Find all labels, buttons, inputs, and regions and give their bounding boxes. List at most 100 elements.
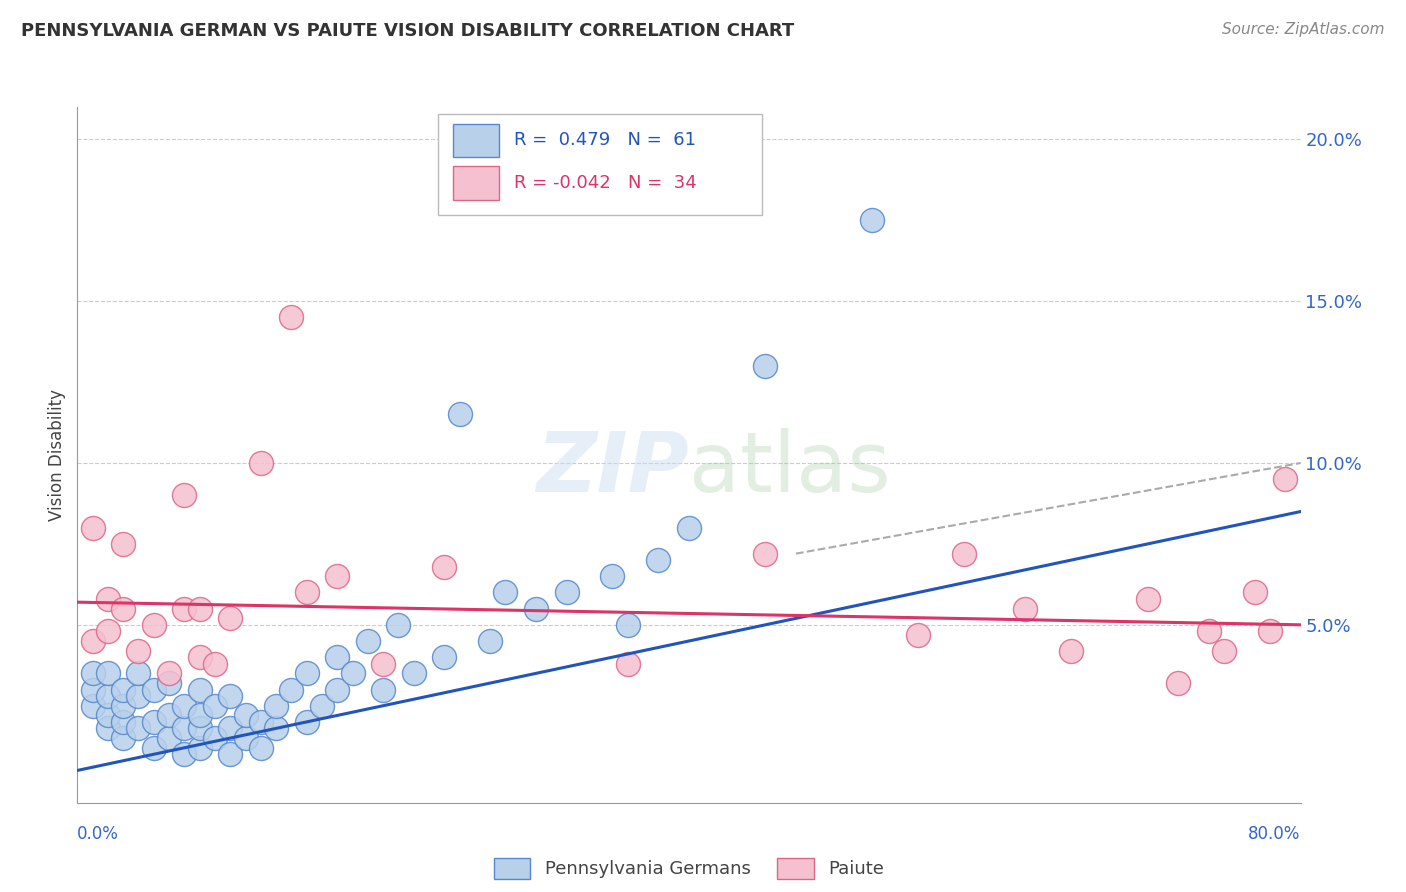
Point [371,682,394,697]
Point [1274,472,1296,486]
Point [173,747,195,762]
Point [1167,676,1189,690]
Text: Source: ZipAtlas.com: Source: ZipAtlas.com [1222,22,1385,37]
Point [204,698,226,713]
Point [97,689,120,703]
Point [142,740,165,755]
Point [524,601,547,615]
Point [311,698,333,713]
Point [112,601,135,615]
Point [264,722,287,736]
Point [264,698,287,713]
Point [326,569,349,583]
Point [82,698,104,713]
Point [127,689,149,703]
Point [82,634,104,648]
Point [97,722,120,736]
Point [326,650,349,665]
Point [1014,601,1036,615]
Point [112,714,135,729]
Text: R =  0.479   N =  61: R = 0.479 N = 61 [515,131,696,150]
Point [235,708,257,723]
Point [617,657,640,671]
Point [555,585,578,599]
Point [433,559,456,574]
Point [617,617,640,632]
Point [295,714,318,729]
Point [754,547,776,561]
Point [157,708,180,723]
Point [602,569,624,583]
Point [142,617,165,632]
Point [1198,624,1220,639]
Point [173,722,195,736]
Legend: Pennsylvania Germans, Paiute: Pennsylvania Germans, Paiute [485,849,893,888]
Point [97,666,120,681]
Point [188,682,211,697]
Point [479,634,502,648]
Point [402,666,425,681]
FancyBboxPatch shape [453,166,499,200]
Text: 0.0%: 0.0% [77,825,120,843]
Point [127,643,149,657]
Point [173,698,195,713]
Point [127,666,149,681]
Point [342,666,364,681]
FancyBboxPatch shape [453,124,499,157]
Text: atlas: atlas [689,428,890,509]
Point [219,722,242,736]
Point [157,731,180,745]
Point [495,585,517,599]
Point [112,698,135,713]
Point [188,740,211,755]
Point [433,650,456,665]
Point [250,456,273,470]
Point [1213,643,1236,657]
Point [219,689,242,703]
Point [82,521,104,535]
Point [112,537,135,551]
Point [326,682,349,697]
FancyBboxPatch shape [439,114,762,215]
Point [295,585,318,599]
Point [1243,585,1265,599]
Text: PENNSYLVANIA GERMAN VS PAIUTE VISION DISABILITY CORRELATION CHART: PENNSYLVANIA GERMAN VS PAIUTE VISION DIS… [21,22,794,40]
Point [1136,591,1159,606]
Point [173,488,195,502]
Point [862,213,884,227]
Point [204,657,226,671]
Text: R = -0.042   N =  34: R = -0.042 N = 34 [515,174,697,192]
Point [1060,643,1083,657]
Point [953,547,976,561]
Point [188,601,211,615]
Point [157,666,180,681]
Point [250,714,273,729]
Point [188,708,211,723]
Text: ZIP: ZIP [536,428,689,509]
Point [204,731,226,745]
Point [280,310,302,325]
Point [295,666,318,681]
Point [112,682,135,697]
Point [219,611,242,625]
Y-axis label: Vision Disability: Vision Disability [48,389,66,521]
Point [678,521,700,535]
Point [127,722,149,736]
Point [82,666,104,681]
Point [82,682,104,697]
Point [112,731,135,745]
Point [142,682,165,697]
Point [647,553,669,567]
Point [449,408,471,422]
Point [250,740,273,755]
Point [142,714,165,729]
Point [188,722,211,736]
Point [188,650,211,665]
Point [157,676,180,690]
Point [97,708,120,723]
Point [280,682,302,697]
Point [219,747,242,762]
Point [357,634,380,648]
Text: 80.0%: 80.0% [1249,825,1301,843]
Point [754,359,776,373]
